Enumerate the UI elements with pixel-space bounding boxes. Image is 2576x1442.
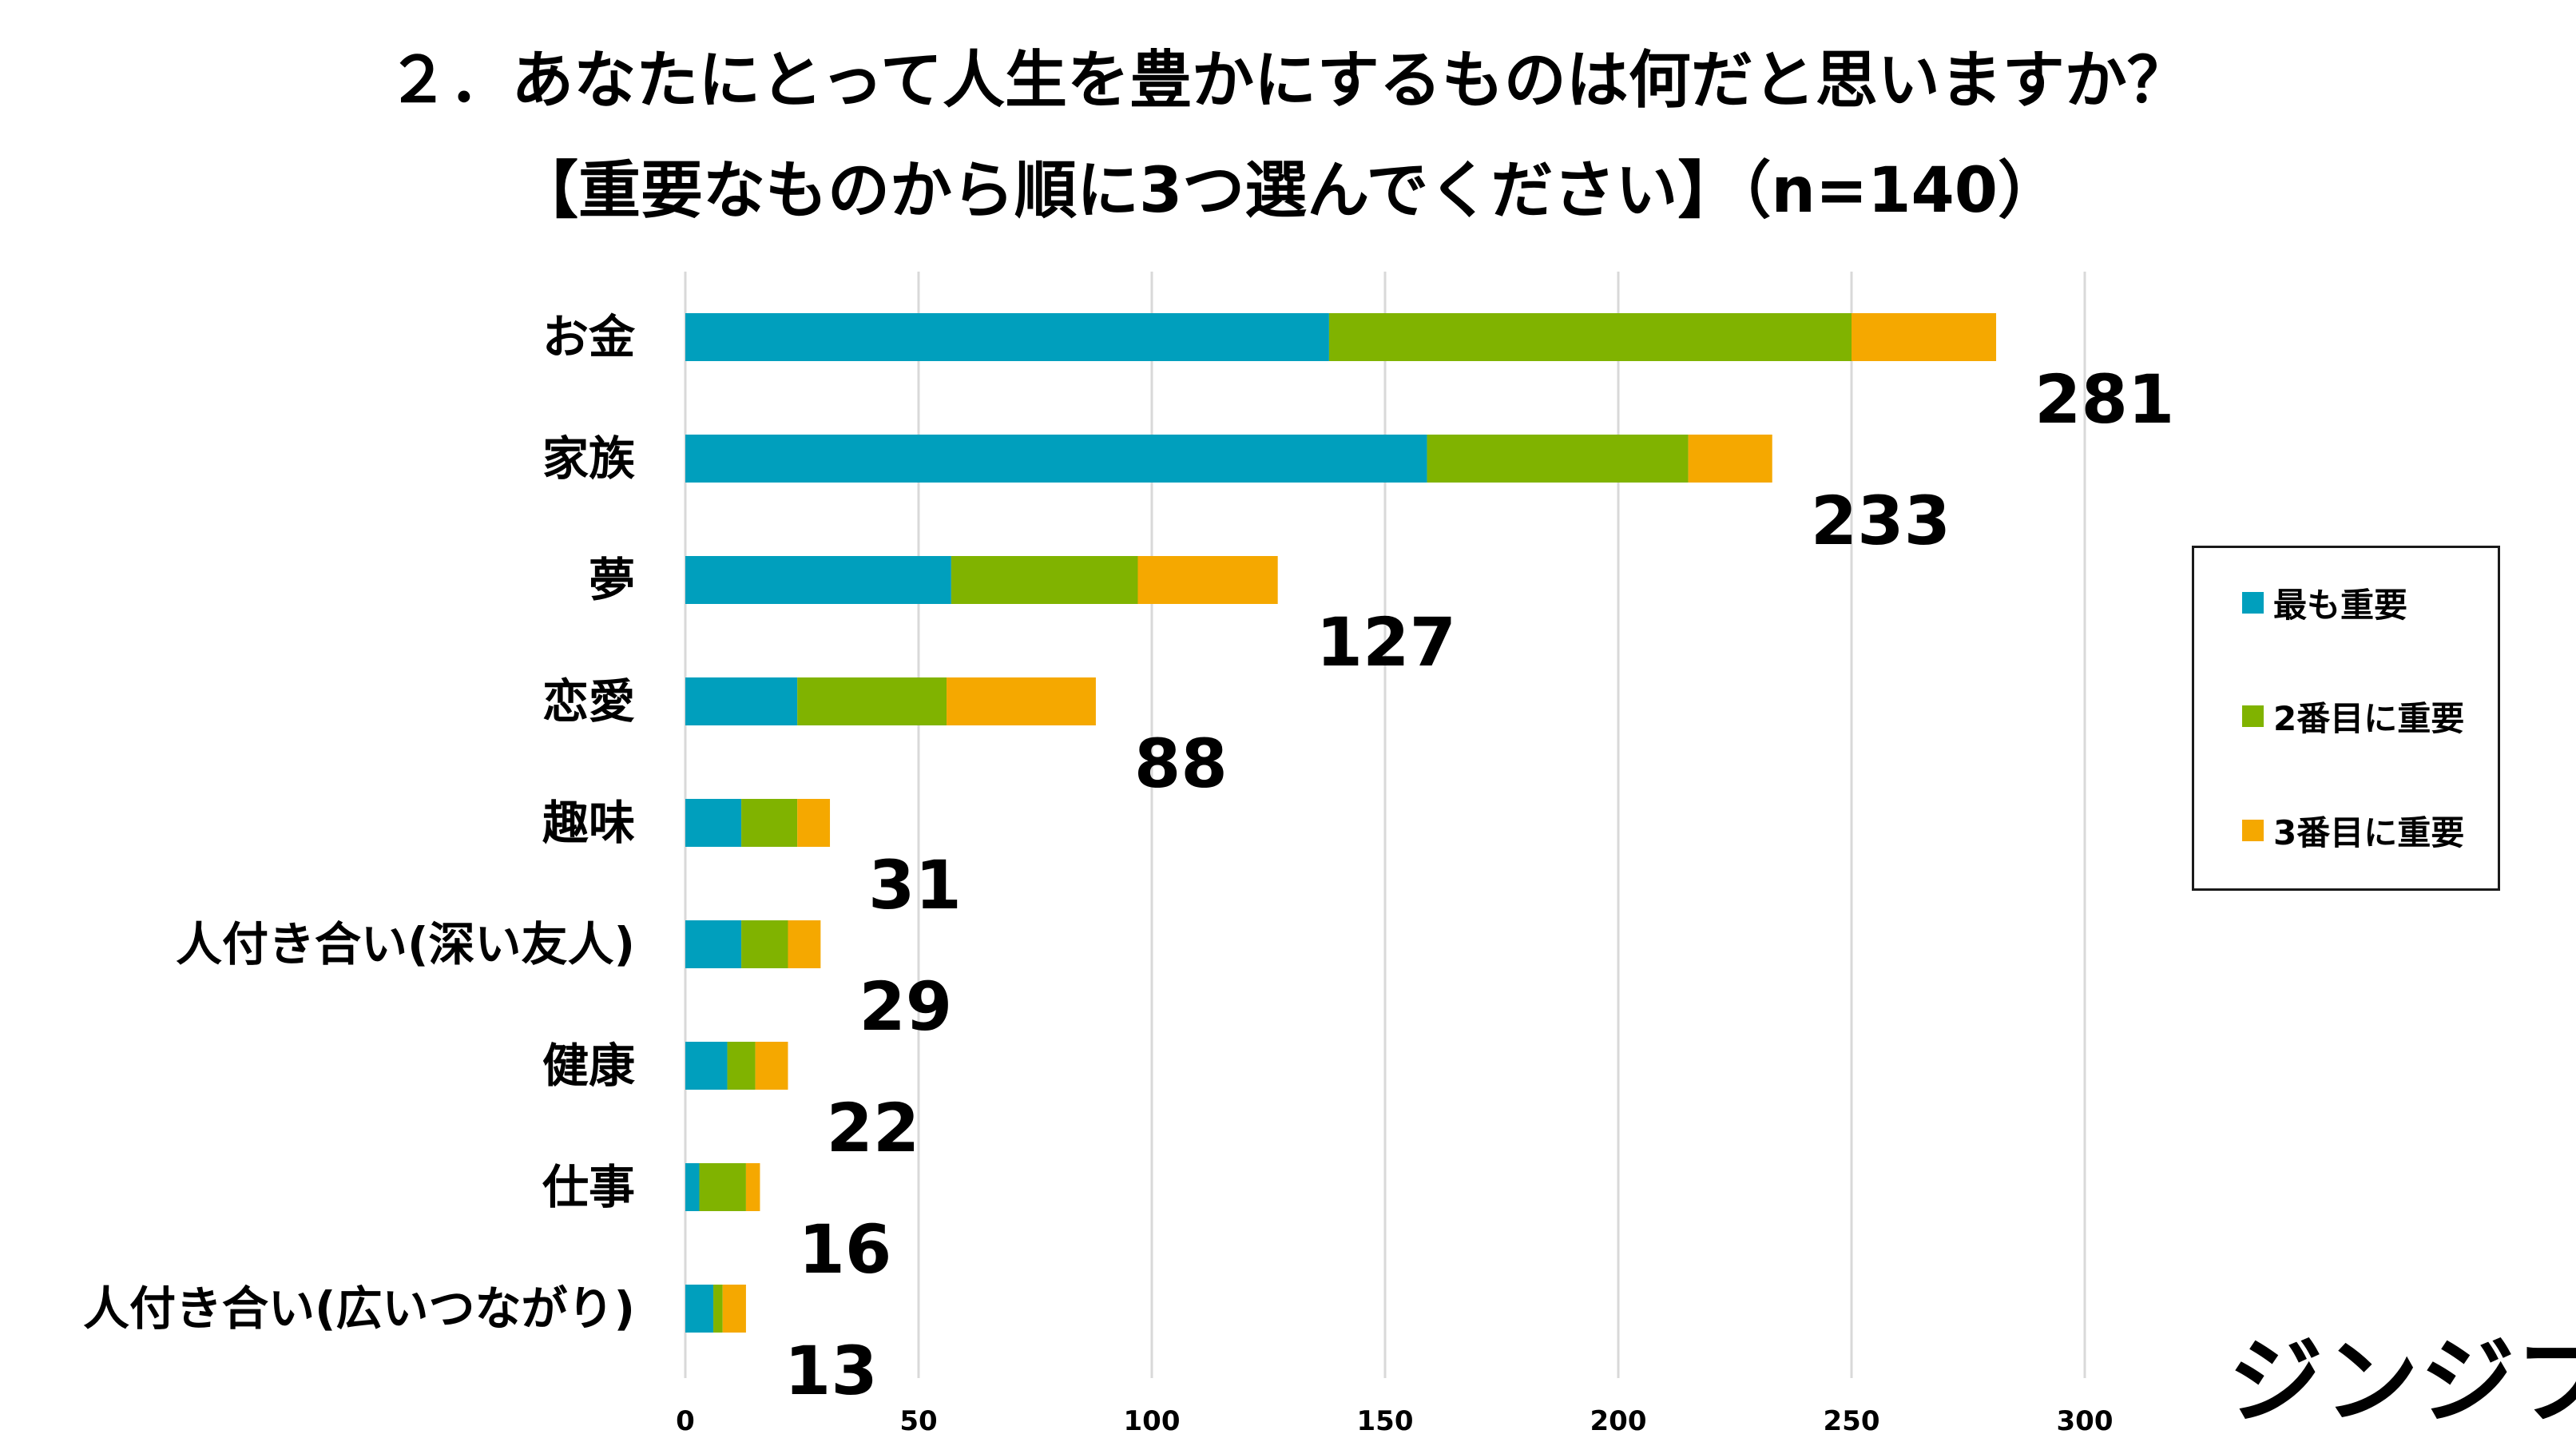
category-label: 趣味 — [542, 796, 635, 850]
total-label: 31 — [868, 846, 962, 924]
bar-segment — [1852, 313, 1997, 361]
total-label: 88 — [1134, 725, 1228, 803]
legend-label: 3番目に重要 — [2273, 813, 2465, 852]
category-label: 健康 — [542, 1039, 635, 1093]
bar-segment — [951, 556, 1138, 604]
legend-item: 2番目に重要 — [2242, 692, 2464, 741]
x-tick-label: 250 — [1824, 1405, 1880, 1437]
bar-segment — [1328, 313, 1852, 361]
x-tick-label: 0 — [676, 1405, 695, 1437]
category-label: 仕事 — [542, 1160, 635, 1214]
bar-segment — [745, 1163, 760, 1211]
bar-segment — [685, 435, 1427, 483]
x-tick-label: 300 — [2057, 1405, 2114, 1437]
bar-segment — [685, 799, 742, 847]
bar-segment — [685, 1163, 700, 1211]
x-tick-label: 50 — [899, 1405, 937, 1437]
bar-segment — [685, 1285, 714, 1333]
legend-item: 最も重要 — [2242, 578, 2407, 627]
category-label: 恋愛 — [542, 674, 635, 729]
bar-segment — [1137, 556, 1278, 604]
bar-segment — [685, 677, 798, 725]
bar-segment — [727, 1042, 756, 1090]
bar-segment — [685, 920, 742, 968]
category-label: 人付き合い(広いつながり) — [83, 1281, 635, 1336]
bar-segment — [755, 1042, 788, 1090]
total-label: 281 — [2034, 360, 2174, 439]
category-label: 人付き合い(深い友人) — [176, 917, 635, 971]
category-label: お金 — [542, 310, 636, 364]
legend: 最も重要 2番目に重要 3番目に重要 — [2192, 546, 2500, 891]
bar-segment — [797, 799, 831, 847]
legend-swatch — [2242, 592, 2264, 614]
bar-segment — [741, 799, 798, 847]
legend-item: 3番目に重要 — [2242, 806, 2464, 855]
total-label: 127 — [1316, 603, 1456, 681]
category-label: 家族 — [542, 431, 635, 486]
bar-segment — [699, 1163, 746, 1211]
legend-swatch — [2242, 820, 2264, 841]
brand-logo: ジンジブ — [2229, 1326, 2576, 1436]
bar-segment — [947, 677, 1096, 725]
bar-segment — [788, 920, 821, 968]
category-label: 夢 — [589, 553, 635, 607]
x-tick-label: 100 — [1124, 1405, 1181, 1437]
bar-segment — [685, 556, 951, 604]
bar-segment — [1427, 435, 1689, 483]
x-tick-label: 200 — [1590, 1405, 1647, 1437]
bar-segment — [722, 1285, 746, 1333]
total-label: 22 — [826, 1089, 919, 1167]
total-label: 29 — [859, 967, 952, 1046]
chart-title-line2: 【重要なものから順に3つ選んでください】（n=140） — [515, 155, 2061, 227]
total-label: 233 — [1811, 482, 1951, 560]
legend-label: 最も重要 — [2273, 586, 2408, 625]
bar-segment — [685, 313, 1329, 361]
bar-segment — [741, 920, 788, 968]
bar-segment — [1688, 435, 1772, 483]
legend-label: 2番目に重要 — [2273, 699, 2465, 738]
bar-segment — [685, 1042, 728, 1090]
total-label: 13 — [784, 1332, 878, 1410]
total-label: 16 — [798, 1210, 891, 1289]
chart-title-line1: ２．あなたにとって人生を豊かにするものは何だと思いますか？ — [387, 45, 2189, 117]
bar-segment — [797, 677, 947, 725]
bar-segment — [713, 1285, 723, 1333]
legend-swatch — [2242, 705, 2264, 727]
x-tick-label: 150 — [1357, 1405, 1414, 1437]
